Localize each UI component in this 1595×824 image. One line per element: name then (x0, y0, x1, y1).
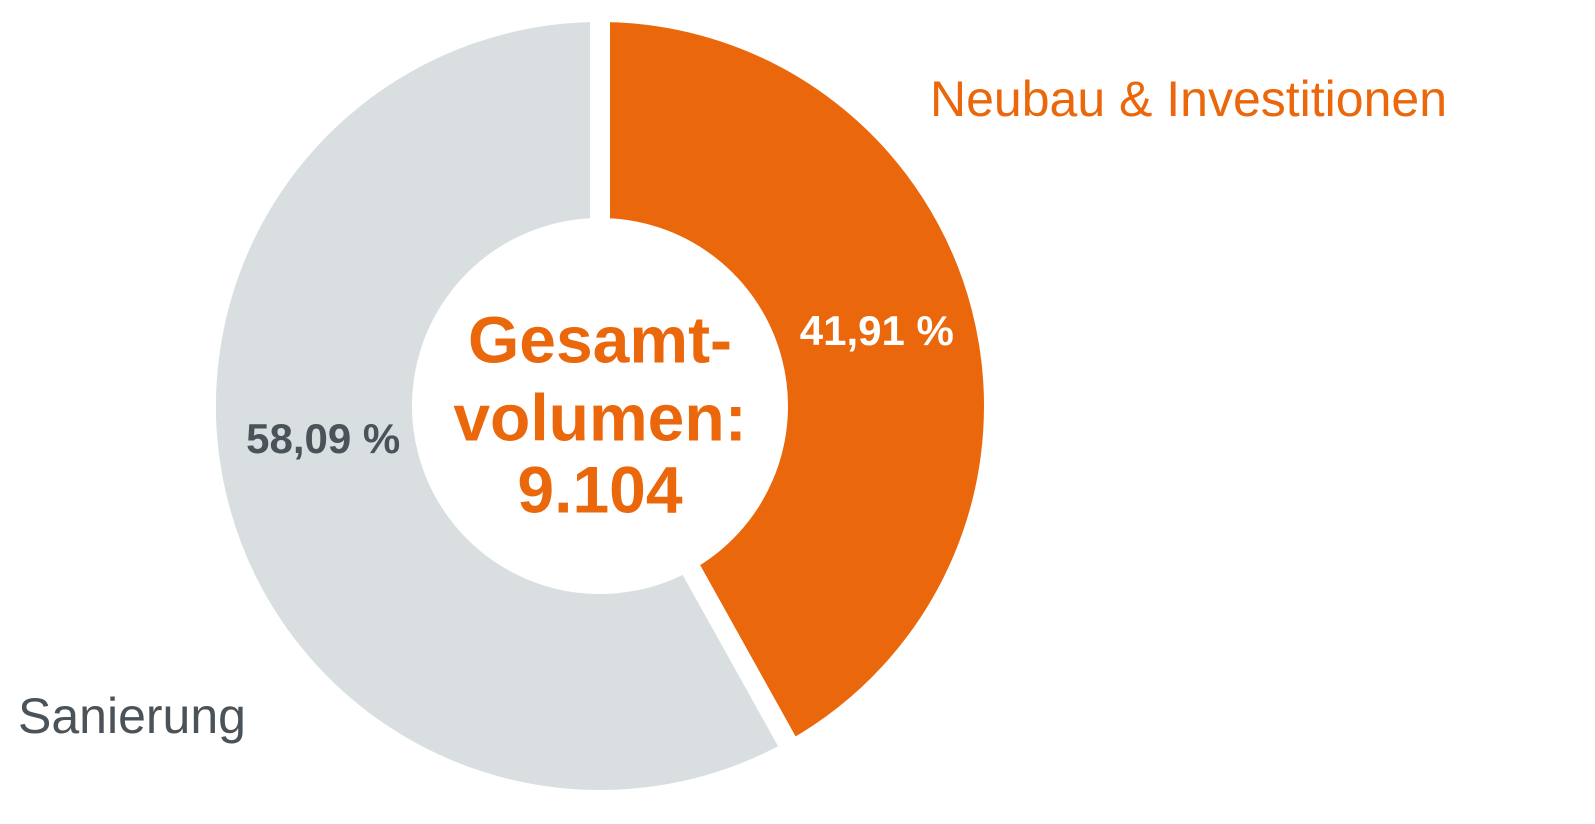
category-label: Sanierung (18, 688, 246, 744)
center-text: Gesamt- (468, 302, 732, 376)
category-label: Neubau & Investitionen (930, 71, 1447, 127)
slice (196, 1, 806, 810)
center-text: volumen: (453, 380, 746, 454)
value-label: 41,91 % (800, 307, 954, 354)
value-label: 58,09 % (246, 415, 400, 462)
center-text: 9.104 (517, 452, 682, 526)
slices (196, 1, 1004, 810)
